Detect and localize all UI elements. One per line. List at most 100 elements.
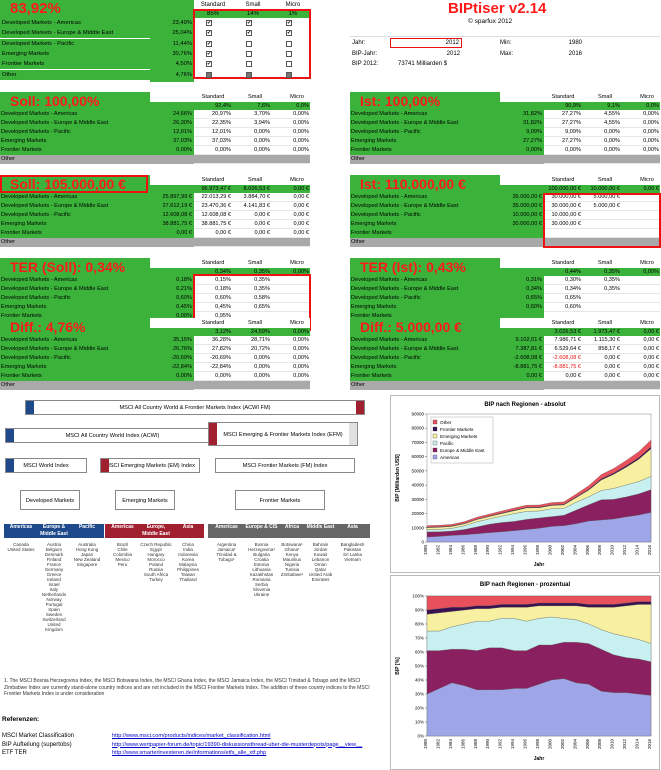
- row-cell[interactable]: 5.000,00 €: [593, 194, 620, 200]
- row-cell[interactable]: 0,00 €: [643, 337, 659, 343]
- row-cell[interactable]: 0,00 €: [643, 373, 659, 379]
- row-cell[interactable]: 0,00%: [215, 147, 231, 153]
- checkbox[interactable]: ✔: [246, 30, 252, 37]
- row-cell[interactable]: 0,95%: [215, 313, 231, 319]
- row-cell[interactable]: 0,65%: [565, 295, 581, 301]
- row-cell[interactable]: 0,00 €: [215, 230, 231, 236]
- row-cell[interactable]: 37,03%: [212, 138, 231, 144]
- checkbox[interactable]: ✔: [206, 40, 212, 47]
- row-cell[interactable]: 0,00%: [643, 129, 659, 135]
- checkbox[interactable]: [286, 40, 292, 47]
- row-cell[interactable]: 28,71%: [251, 337, 270, 343]
- row-cell[interactable]: 0,00%: [293, 138, 309, 144]
- row-cell[interactable]: 0,34%: [565, 286, 581, 292]
- row-cell[interactable]: 4,55%: [604, 120, 620, 126]
- row-cell[interactable]: 0,65%: [254, 304, 270, 310]
- row-cell[interactable]: 4.141,83 €: [243, 203, 270, 209]
- row-cell[interactable]: 27,27%: [562, 120, 581, 126]
- ref-link[interactable]: http://www.msci.com/products/indices/mar…: [112, 733, 271, 739]
- row-cell[interactable]: 5.000,00 €: [593, 203, 620, 209]
- checkbox[interactable]: [246, 50, 252, 57]
- row-cell[interactable]: 0,00%: [254, 364, 270, 370]
- row-cell[interactable]: 0,35%: [604, 286, 620, 292]
- row-cell[interactable]: 0,00 €: [293, 230, 309, 236]
- row-cell[interactable]: 30.000,00 €: [551, 194, 581, 200]
- checkbox[interactable]: ✔: [286, 20, 292, 26]
- row-cell[interactable]: 0,00%: [565, 147, 581, 153]
- row-cell[interactable]: 0,00 €: [604, 364, 620, 370]
- row-cell[interactable]: 858,17 €: [598, 346, 620, 352]
- row-cell[interactable]: 27,27%: [562, 138, 581, 144]
- checkbox[interactable]: ✔: [246, 20, 252, 26]
- row-cell[interactable]: 0,00%: [254, 147, 270, 153]
- checkbox[interactable]: ✔: [206, 30, 212, 37]
- row-cell[interactable]: 0,00 €: [293, 221, 309, 227]
- row-cell[interactable]: 36,28%: [212, 337, 231, 343]
- checkbox[interactable]: ✔: [206, 20, 212, 26]
- row-cell[interactable]: 0,00%: [293, 355, 309, 361]
- row-cell[interactable]: 0,00%: [643, 111, 659, 117]
- row-cell[interactable]: 0,00 €: [565, 373, 581, 379]
- row-cell[interactable]: 4,55%: [604, 111, 620, 117]
- row-cell[interactable]: 0,00 €: [604, 355, 620, 361]
- ref-link[interactable]: http://www.smarterinvesteren.de/informat…: [112, 750, 267, 756]
- row-cell[interactable]: 0,60%: [215, 295, 231, 301]
- row-cell[interactable]: 0,00%: [254, 129, 270, 135]
- row-cell[interactable]: 3,70%: [254, 111, 270, 117]
- row-cell[interactable]: 0,45%: [215, 304, 231, 310]
- row-cell[interactable]: 0,00 €: [293, 212, 309, 218]
- row-cell[interactable]: 0,35%: [254, 286, 270, 292]
- row-cell[interactable]: 0,00%: [643, 147, 659, 153]
- checkbox[interactable]: ✔: [286, 30, 292, 37]
- row-cell[interactable]: 0,00%: [293, 147, 309, 153]
- row-cell[interactable]: 0,00%: [643, 120, 659, 126]
- row-cell[interactable]: 0,60%: [565, 304, 581, 310]
- row-cell[interactable]: 0,00%: [254, 373, 270, 379]
- row-cell[interactable]: 10.000,00 €: [551, 212, 581, 218]
- row-cell[interactable]: -2.608,08 €: [552, 355, 581, 361]
- row-cell[interactable]: 0,00 €: [604, 373, 620, 379]
- row-cell[interactable]: 12,01%: [212, 129, 231, 135]
- row-cell[interactable]: 0,15%: [215, 277, 231, 283]
- row-cell[interactable]: 0,00%: [293, 373, 309, 379]
- row-cell[interactable]: 27,27%: [562, 111, 581, 117]
- checkbox[interactable]: [286, 50, 292, 57]
- row-cell[interactable]: -8.881,75 €: [552, 364, 581, 370]
- row-cell[interactable]: 1.115,30 €: [593, 337, 620, 343]
- ref-link[interactable]: http://www.wertpapier-forum.de/topic/193…: [112, 741, 363, 748]
- row-cell[interactable]: 3.884,70 €: [243, 194, 270, 200]
- row-cell[interactable]: 22.013,29 €: [201, 194, 231, 200]
- row-cell[interactable]: 0,00 €: [254, 212, 270, 218]
- row-cell[interactable]: 20,72%: [251, 346, 270, 352]
- checkbox[interactable]: [286, 71, 292, 78]
- checkbox[interactable]: ✔: [206, 50, 212, 57]
- row-cell[interactable]: 0,58%: [254, 295, 270, 301]
- row-cell[interactable]: -20,69%: [210, 355, 231, 361]
- row-cell[interactable]: 0,30%: [565, 277, 581, 283]
- row-cell[interactable]: 0,00%: [604, 138, 620, 144]
- row-cell[interactable]: 0,35%: [604, 277, 620, 283]
- row-cell[interactable]: 12.608,08 €: [201, 212, 231, 218]
- row-cell[interactable]: 0,00 €: [643, 364, 659, 370]
- checkbox[interactable]: [246, 71, 252, 78]
- checkbox[interactable]: [246, 40, 252, 47]
- row-cell[interactable]: 0,00 €: [293, 194, 309, 200]
- row-cell[interactable]: 6.529,64 €: [554, 346, 581, 352]
- row-cell[interactable]: 0,00%: [254, 138, 270, 144]
- checkbox[interactable]: [206, 71, 212, 78]
- row-cell[interactable]: 0,00 €: [293, 203, 309, 209]
- row-cell[interactable]: 22,35%: [212, 120, 231, 126]
- row-cell[interactable]: 0,18%: [215, 286, 231, 292]
- row-cell[interactable]: 38.881,75 €: [201, 221, 231, 227]
- row-cell[interactable]: 0,00%: [215, 373, 231, 379]
- row-cell[interactable]: 0,00 €: [254, 230, 270, 236]
- row-cell[interactable]: -22,84%: [210, 364, 231, 370]
- row-cell[interactable]: 30.000,00 €: [551, 221, 581, 227]
- row-cell[interactable]: 0,00%: [293, 364, 309, 370]
- checkbox[interactable]: [286, 61, 292, 68]
- row-cell[interactable]: 20,97%: [212, 111, 231, 117]
- row-cell[interactable]: 0,00%: [643, 138, 659, 144]
- row-cell[interactable]: 0,35%: [254, 277, 270, 283]
- checkbox[interactable]: ✔: [206, 61, 212, 68]
- row-cell[interactable]: 3,94%: [254, 120, 270, 126]
